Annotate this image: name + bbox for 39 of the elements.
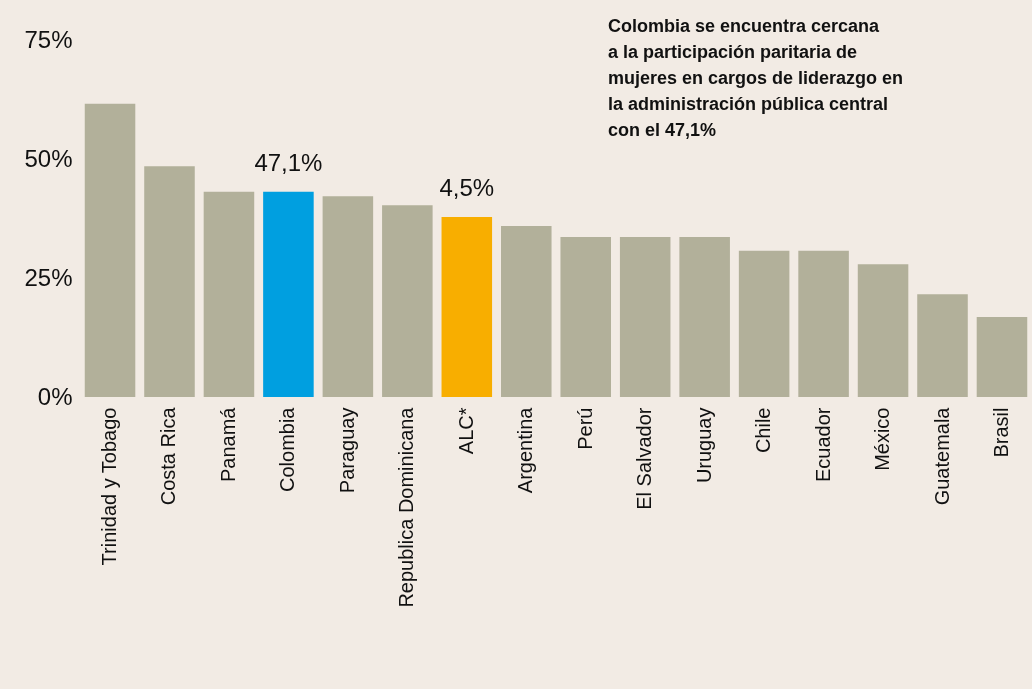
bar	[144, 166, 195, 397]
bar	[679, 237, 730, 397]
bar	[322, 196, 374, 397]
annotation: 4,5%	[439, 174, 495, 202]
bar	[798, 250, 849, 397]
bar	[84, 103, 136, 397]
x-tick-label: Paraguay	[335, 407, 358, 494]
bar	[917, 294, 968, 397]
x-tick-label: Argentina	[514, 406, 537, 494]
bar	[203, 191, 255, 397]
bar	[857, 264, 909, 397]
x-tick-label: ALC*	[454, 407, 477, 455]
y-tick-label: 25%	[24, 263, 73, 291]
bar	[382, 205, 433, 397]
y-tick-label: 50%	[24, 144, 73, 172]
bar	[441, 217, 493, 397]
bar	[263, 191, 314, 397]
x-tick-label: Perú	[573, 407, 596, 450]
x-tick-label: Trinidad y Tobago	[98, 407, 121, 566]
bar	[501, 226, 552, 397]
x-tick-label: México	[871, 407, 894, 471]
x-tick-label: Brasil	[989, 407, 1012, 458]
annotation: Colombia se encuentra cercana a la participación paritaria de mujeres en cargos de liderazgo en la administración pública central con el 47,1%	[608, 16, 904, 140]
x-tick-label: Panamá	[216, 406, 239, 482]
y-tick-label: 0%	[37, 382, 73, 410]
bar	[619, 237, 671, 397]
y-tick-label: 75%	[24, 25, 73, 53]
x-tick-label: Republica Dominicana	[395, 406, 418, 608]
annotation: 47,1%	[254, 148, 323, 176]
bar	[738, 250, 790, 397]
x-tick-label: El Salvador	[633, 407, 656, 510]
x-tick-label: Guatemala	[930, 406, 953, 506]
x-tick-label: Ecuador	[811, 407, 834, 482]
bar	[560, 237, 611, 397]
x-tick-label: Chile	[752, 407, 775, 454]
bar	[976, 317, 1028, 397]
x-tick-label: Uruguay	[692, 407, 715, 484]
x-tick-label: Colombia	[276, 406, 299, 492]
x-tick-label: Costa Rica	[157, 406, 180, 506]
